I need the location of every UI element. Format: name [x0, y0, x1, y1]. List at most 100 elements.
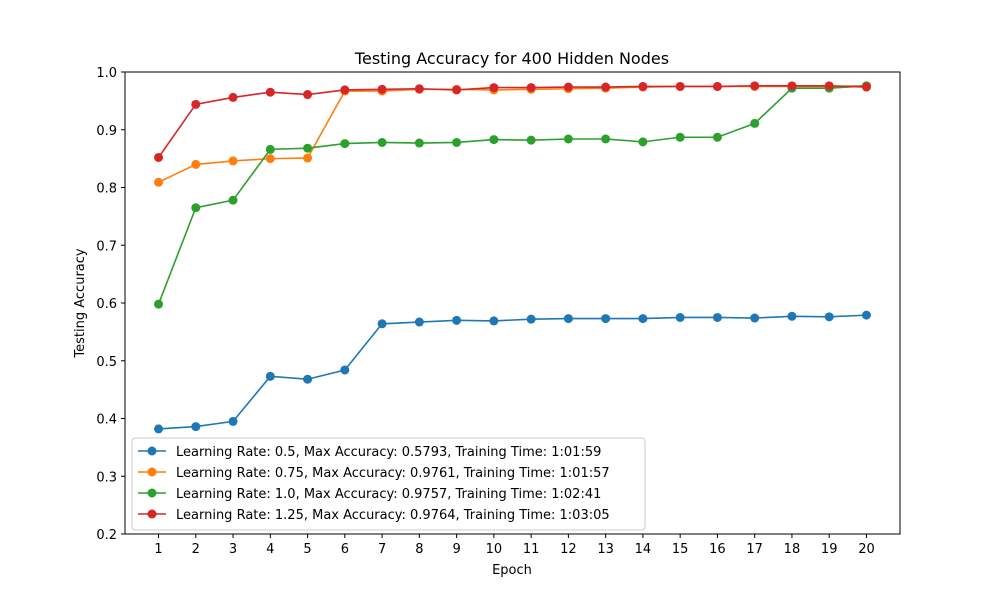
y-tick-label: 0.3	[96, 470, 117, 485]
y-tick-label: 0.8	[96, 182, 117, 197]
data-point	[191, 203, 201, 213]
series-line-1	[158, 85, 867, 184]
y-tick-label: 0.2	[96, 528, 117, 543]
data-point	[787, 81, 797, 91]
data-point	[750, 81, 760, 91]
data-point	[750, 313, 760, 323]
x-tick-label: 12	[560, 542, 577, 557]
data-point	[563, 134, 573, 144]
data-point	[675, 312, 685, 322]
chart-title: Testing Accuracy for 400 Hidden Nodes	[354, 49, 669, 68]
x-tick-label: 15	[672, 542, 689, 557]
data-point	[228, 92, 238, 102]
x-tick-label: 5	[303, 542, 311, 557]
legend: Learning Rate: 0.5, Max Accuracy: 0.5793…	[131, 437, 646, 531]
data-point	[191, 159, 201, 169]
data-point	[265, 87, 275, 97]
x-tick-label: 4	[266, 542, 274, 557]
series-line-0	[158, 314, 867, 430]
legend-entry: Learning Rate: 1.25, Max Accuracy: 0.976…	[176, 508, 610, 523]
data-point	[526, 135, 536, 145]
data-point	[191, 99, 201, 109]
data-point	[154, 152, 164, 162]
x-tick-label: 7	[378, 542, 386, 557]
y-tick-label: 0.7	[96, 239, 117, 254]
data-point	[638, 137, 648, 147]
data-point	[861, 310, 871, 320]
data-point	[824, 312, 834, 322]
data-point	[489, 83, 499, 93]
data-point	[228, 195, 238, 205]
data-point	[675, 81, 685, 91]
data-point	[452, 137, 462, 147]
legend-entry: Learning Rate: 1.0, Max Accuracy: 0.9757…	[176, 487, 601, 502]
plot-area: 1 2 3 4 5 6 7 8 9 10 11 12 13 14 15 16 17 18 19 200.20.30.4…	[96, 66, 901, 557]
legend-entry: Learning Rate: 0.75, Max Accuracy: 0.976…	[176, 466, 610, 481]
x-axis-label: Epoch	[492, 563, 532, 578]
x-tick-label: 1	[154, 542, 162, 557]
legend-swatch-marker	[147, 509, 157, 519]
data-point	[601, 134, 611, 144]
series-line-3	[157, 85, 867, 158]
data-point	[638, 81, 648, 91]
data-point	[526, 314, 536, 324]
x-tick-label: 9	[452, 542, 460, 557]
data-point	[563, 314, 573, 324]
y-tick-label: 0.9	[96, 124, 117, 139]
data-point	[340, 365, 350, 375]
x-tick-label: 3	[229, 542, 237, 557]
y-axis-label: Testing Accuracy	[73, 248, 88, 358]
x-tick-label: 17	[746, 542, 763, 557]
y-tick-label: 0.5	[96, 355, 117, 370]
x-tick-label: 8	[415, 542, 423, 557]
data-point	[377, 137, 387, 147]
data-point	[265, 144, 275, 154]
y-tick-label: 0.4	[96, 413, 117, 428]
data-point	[414, 317, 424, 327]
data-point	[265, 371, 275, 381]
legend-box	[131, 437, 646, 531]
data-point	[228, 156, 238, 166]
data-point	[340, 85, 350, 95]
data-point	[303, 374, 313, 384]
data-point	[303, 153, 313, 163]
data-point	[675, 132, 685, 142]
data-point	[489, 135, 499, 145]
data-point	[154, 299, 164, 309]
x-tick-label: 19	[821, 542, 838, 557]
x-tick-label: 14	[635, 542, 652, 557]
legend-entry: Learning Rate: 0.5, Max Accuracy: 0.5793…	[176, 445, 601, 460]
data-point	[750, 118, 760, 128]
data-point	[563, 82, 573, 92]
data-point	[414, 138, 424, 148]
data-point	[414, 84, 424, 94]
data-point	[712, 132, 722, 142]
data-point	[526, 83, 536, 93]
data-point	[265, 154, 275, 164]
series-line-2	[157, 85, 867, 305]
y-tick-label: 0.6	[96, 297, 117, 312]
data-point	[452, 85, 462, 95]
x-tick-label: 13	[597, 542, 614, 557]
data-point	[303, 90, 313, 100]
data-point	[340, 139, 350, 149]
data-point	[861, 82, 871, 92]
x-tick-label: 11	[523, 542, 540, 557]
data-point	[787, 311, 797, 321]
data-point	[712, 312, 722, 322]
data-point	[638, 314, 648, 324]
data-point	[489, 316, 499, 326]
x-tick-label: 20	[858, 542, 875, 557]
legend-swatch-marker	[147, 488, 157, 498]
data-point	[452, 315, 462, 325]
data-point	[191, 422, 201, 432]
data-point	[377, 84, 387, 94]
x-tick-label: 6	[341, 542, 349, 557]
data-point	[601, 314, 611, 324]
data-point	[377, 319, 387, 329]
x-tick-label: 18	[784, 542, 801, 557]
data-point	[228, 416, 238, 426]
x-tick-label: 2	[192, 542, 200, 557]
data-point	[824, 81, 834, 91]
